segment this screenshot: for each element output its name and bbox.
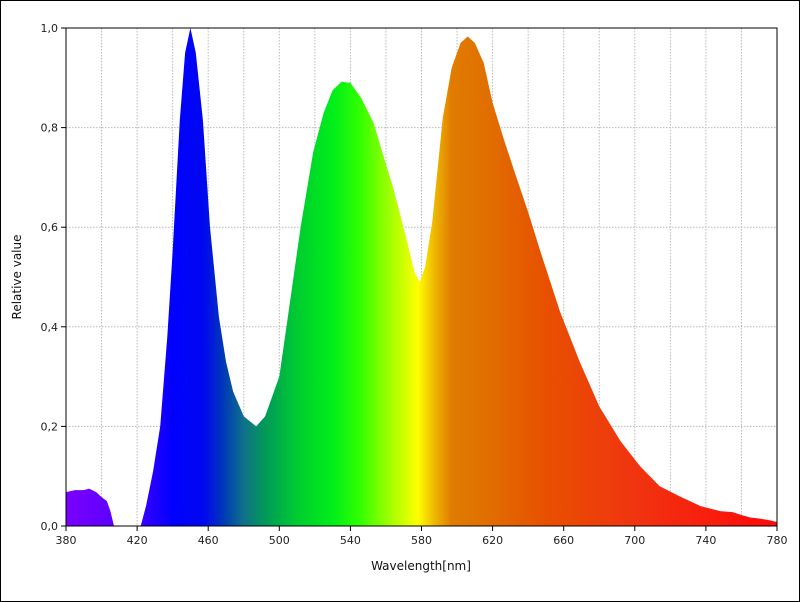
- x-tick-label: 580: [411, 534, 432, 547]
- x-tick-label: 700: [624, 534, 645, 547]
- x-tick-label: 500: [269, 534, 290, 547]
- y-tick-label: 0,2: [41, 420, 59, 433]
- spectrum-fill: [66, 28, 777, 526]
- x-tick-label: 660: [553, 534, 574, 547]
- axes: 380 420 460 500 540 580 620 660 700 740 780 0,0 0,2 0…: [41, 22, 788, 547]
- x-axis-label: Wavelength[nm]: [371, 559, 471, 573]
- x-tick-label: 460: [198, 534, 219, 547]
- x-tick-label: 780: [767, 534, 788, 547]
- x-tick-label: 740: [695, 534, 716, 547]
- x-tick-label: 540: [340, 534, 361, 547]
- x-tick-label: 620: [482, 534, 503, 547]
- y-tick-label: 1,0: [41, 22, 59, 35]
- spectrum-area: [66, 28, 777, 526]
- x-tick-label: 420: [127, 534, 148, 547]
- y-tick-label: 0,0: [41, 520, 59, 533]
- y-tick-label: 0,4: [41, 321, 59, 334]
- y-tick-label: 0,8: [41, 122, 59, 135]
- y-axis-label: Relative value: [10, 235, 24, 320]
- x-tick-label: 380: [56, 534, 77, 547]
- y-tick-label: 0,6: [41, 221, 59, 234]
